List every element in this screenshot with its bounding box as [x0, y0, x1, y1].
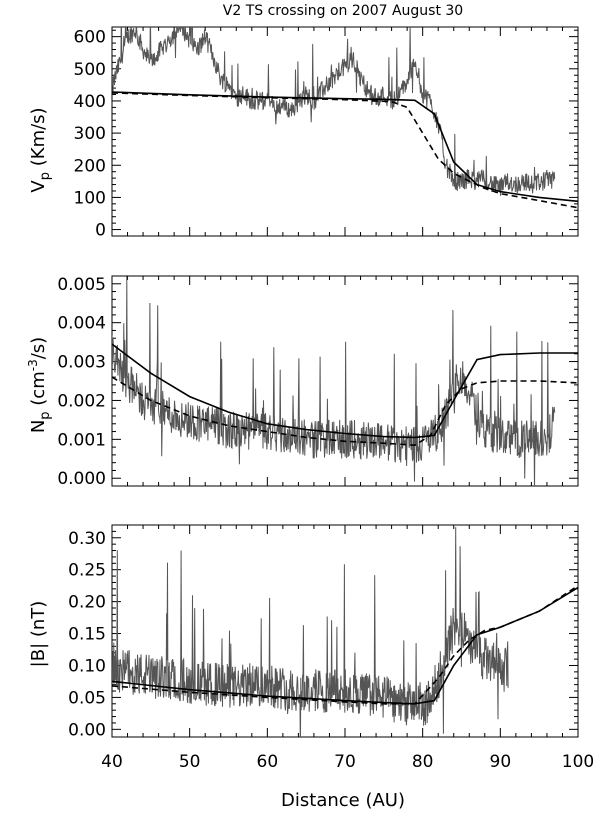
y-tick-label: 0.30: [68, 529, 106, 549]
magnetic-field-panel: 0.00 0.05 0.10 0.15 0.20 0.25 0.30 40 50 60 70 80 90…: [28, 524, 594, 772]
velocity-plot-frame: [111, 26, 579, 237]
observed-data-line: [112, 527, 509, 737]
observed-data-line: [112, 276, 556, 486]
model-dashed-line: [112, 92, 578, 209]
y-tick-label: 0.10: [68, 656, 106, 676]
magnetic-ticks: 0.00 0.05 0.10 0.15 0.20 0.25 0.30 40 50 60 70 80 90…: [68, 525, 594, 772]
y-tick-label: 0.003: [57, 353, 106, 373]
y-tick-label: 0.000: [57, 469, 106, 489]
x-tick-label: 50: [179, 752, 201, 772]
density-panel: 0.000 0.001 0.002 0.003 0.004 0.005 Np (cm-3/…: [26, 275, 579, 489]
y-tick-label: 0.00: [68, 720, 106, 740]
y-tick-label: 0.004: [57, 314, 106, 334]
model-solid-line: [112, 586, 578, 705]
x-tick-label: 90: [490, 752, 512, 772]
model-solid-line: [112, 343, 578, 439]
chart-title: V2 TS crossing on 2007 August 30: [223, 3, 463, 19]
y-tick-label: 600: [74, 28, 106, 48]
y-tick-label: 300: [74, 124, 106, 144]
x-tick-label: 70: [334, 752, 356, 772]
model-dashed-line: [112, 585, 578, 705]
y-tick-label: 0: [95, 221, 106, 241]
observed-data-line: [112, 27, 556, 196]
y-tick-label: 0.05: [68, 688, 106, 708]
velocity-series: [112, 27, 578, 209]
x-tick-label: 60: [257, 752, 279, 772]
magnetic-y-axis-label: |B| (nT): [28, 601, 49, 668]
y-tick-label: 200: [74, 156, 106, 176]
velocity-y-axis-label: Vp (Km/s): [28, 107, 53, 192]
y-tick-label: 0.20: [68, 593, 106, 613]
y-tick-label: 0.25: [68, 561, 106, 581]
x-tick-label: 80: [412, 752, 434, 772]
density-series: [112, 276, 578, 486]
density-y-axis-label: Np (cm-3/s): [26, 337, 53, 433]
y-tick-label: 400: [74, 92, 106, 112]
y-tick-label: 0.001: [57, 430, 106, 450]
x-tick-label: 40: [101, 752, 123, 772]
velocity-panel: 0 100 200 300 400 500 600 Vp (Km/s): [28, 26, 579, 241]
y-tick-label: 0.002: [57, 391, 106, 411]
y-tick-label: 100: [74, 188, 106, 208]
density-ticks: 0.000 0.001 0.002 0.003 0.004 0.005: [57, 275, 579, 489]
magnetic-series: [112, 527, 578, 737]
x-tick-label: 100: [562, 752, 594, 772]
y-tick-label: 500: [74, 60, 106, 80]
velocity-ticks: 0 100 200 300 400 500 600: [74, 27, 579, 241]
x-axis-label: Distance (AU): [281, 790, 405, 811]
y-tick-label: 0.15: [68, 625, 106, 645]
y-tick-label: 0.005: [57, 275, 106, 295]
